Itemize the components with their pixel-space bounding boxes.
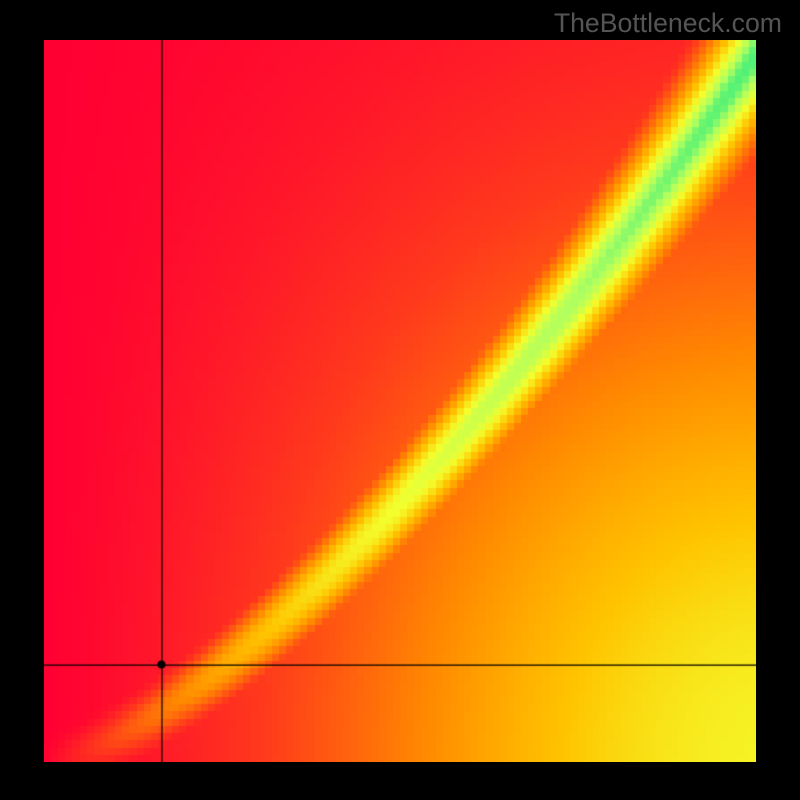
chart-container: TheBottleneck.com: [0, 0, 800, 800]
watermark-text: TheBottleneck.com: [554, 8, 782, 39]
bottleneck-heatmap: [44, 40, 756, 762]
